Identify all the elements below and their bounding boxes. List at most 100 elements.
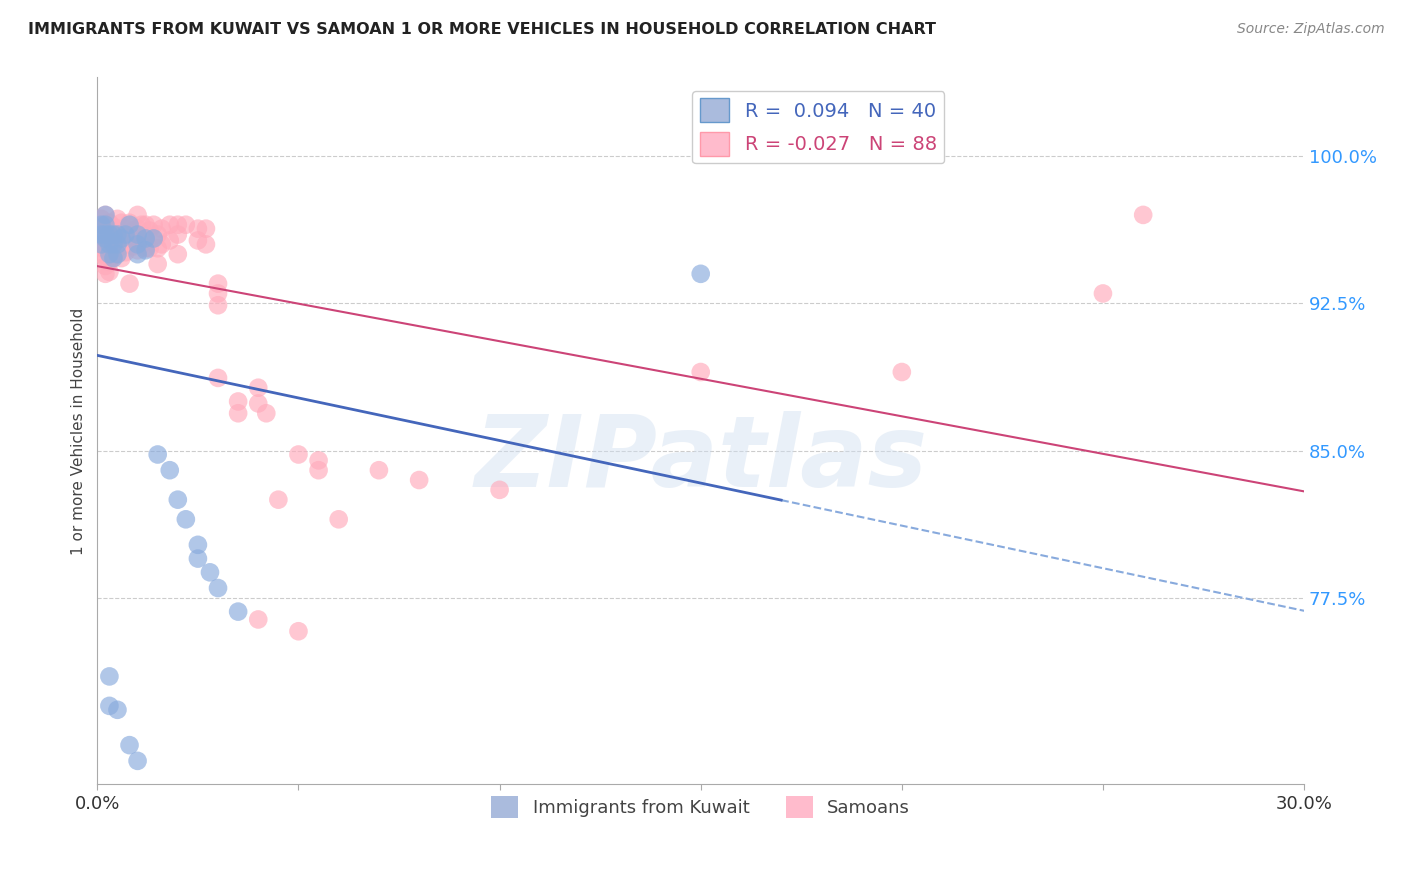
Point [118, 738, 141, 752]
Point [103, 237, 125, 252]
Point [94, 208, 117, 222]
Point [198, 566, 221, 580]
Point [90, 218, 112, 232]
Point [187, 221, 209, 235]
Point [328, 512, 350, 526]
Point [308, 453, 330, 467]
Point [174, 512, 197, 526]
Point [118, 277, 141, 291]
Point [98, 245, 121, 260]
Point [118, 218, 141, 232]
Point [94, 235, 117, 250]
Point [142, 231, 165, 245]
Point [98, 235, 121, 250]
Point [135, 244, 157, 258]
Point [247, 381, 270, 395]
Point [127, 221, 149, 235]
Point [98, 227, 121, 242]
Point [142, 218, 165, 232]
Point [187, 538, 209, 552]
Point [103, 219, 125, 234]
Point [114, 234, 136, 248]
Point [94, 259, 117, 273]
Point [194, 237, 217, 252]
Point [207, 298, 229, 312]
Point [98, 216, 121, 230]
Point [90, 239, 112, 253]
Point [207, 581, 229, 595]
Point [689, 365, 711, 379]
Point [110, 216, 132, 230]
Point [127, 247, 149, 261]
Point [308, 463, 330, 477]
Point [135, 218, 157, 232]
Point [207, 277, 229, 291]
Point [90, 221, 112, 235]
Y-axis label: 1 or more Vehicles in Household: 1 or more Vehicles in Household [72, 308, 86, 555]
Point [103, 227, 125, 242]
Point [131, 218, 153, 232]
Point [90, 227, 112, 242]
Point [247, 612, 270, 626]
Point [159, 234, 181, 248]
Point [166, 247, 188, 261]
Point [90, 211, 112, 226]
Point [159, 463, 181, 477]
Point [114, 227, 136, 242]
Point [127, 754, 149, 768]
Point [135, 231, 157, 245]
Point [135, 241, 157, 255]
Point [159, 218, 181, 232]
Point [131, 237, 153, 252]
Point [226, 406, 249, 420]
Point [107, 227, 129, 242]
Point [1091, 286, 1114, 301]
Point [114, 221, 136, 235]
Point [254, 406, 277, 420]
Point [94, 218, 117, 232]
Text: IMMIGRANTS FROM KUWAIT VS SAMOAN 1 OR MORE VEHICLES IN HOUSEHOLD CORRELATION CHA: IMMIGRANTS FROM KUWAIT VS SAMOAN 1 OR MO… [28, 22, 936, 37]
Point [110, 239, 132, 253]
Point [135, 229, 157, 244]
Point [94, 227, 117, 242]
Point [127, 227, 149, 242]
Point [247, 396, 270, 410]
Point [90, 247, 112, 261]
Point [150, 237, 173, 252]
Text: Source: ZipAtlas.com: Source: ZipAtlas.com [1237, 22, 1385, 37]
Point [103, 239, 125, 253]
Point [107, 234, 129, 248]
Point [146, 227, 169, 242]
Point [107, 211, 129, 226]
Point [90, 231, 112, 245]
Point [110, 251, 132, 265]
Point [98, 247, 121, 261]
Point [488, 483, 510, 497]
Point [98, 698, 121, 713]
Point [94, 218, 117, 232]
Point [103, 249, 125, 263]
Point [166, 227, 188, 242]
Point [94, 267, 117, 281]
Point [98, 669, 121, 683]
Point [107, 703, 129, 717]
Point [226, 394, 249, 409]
Point [408, 473, 430, 487]
Point [103, 251, 125, 265]
Point [138, 224, 160, 238]
Point [118, 231, 141, 245]
Point [368, 463, 391, 477]
Point [107, 237, 129, 252]
Point [90, 237, 112, 252]
Point [127, 244, 149, 258]
Point [150, 221, 173, 235]
Point [187, 551, 209, 566]
Point [226, 605, 249, 619]
Point [98, 255, 121, 269]
Point [122, 224, 145, 238]
Point [98, 265, 121, 279]
Point [94, 244, 117, 258]
Point [287, 624, 309, 639]
Point [194, 221, 217, 235]
Point [689, 267, 711, 281]
